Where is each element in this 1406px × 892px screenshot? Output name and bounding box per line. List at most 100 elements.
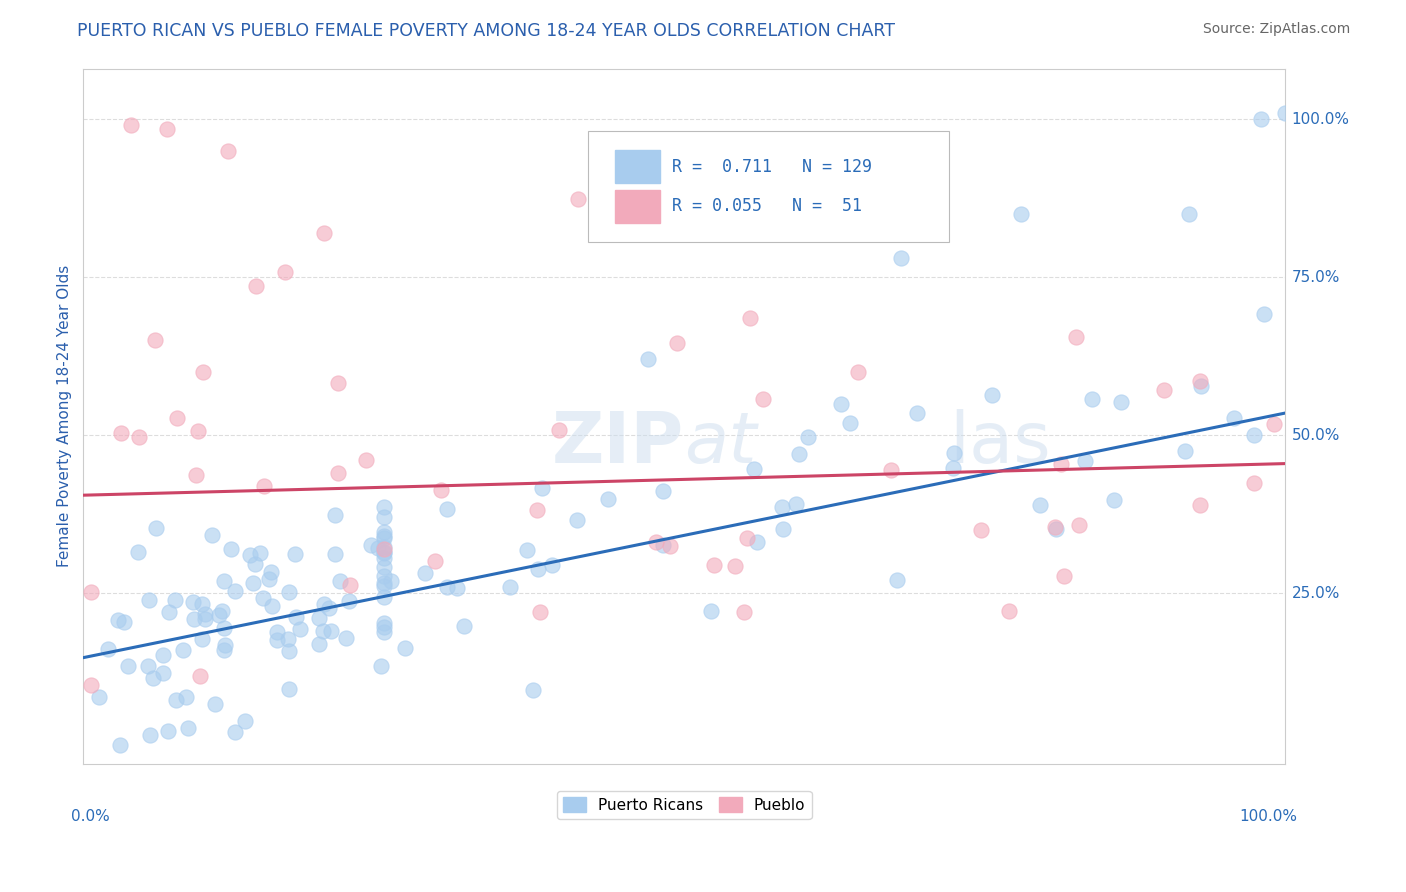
Point bbox=[446, 581, 468, 595]
Point bbox=[97, 642, 120, 657]
Point bbox=[323, 508, 346, 522]
Point bbox=[120, 119, 142, 133]
Point bbox=[80, 585, 103, 599]
Point bbox=[183, 612, 205, 626]
Point bbox=[184, 468, 207, 483]
Point bbox=[905, 406, 928, 420]
Point bbox=[1043, 520, 1066, 534]
Point bbox=[659, 539, 682, 553]
Point bbox=[212, 622, 235, 636]
Point bbox=[787, 447, 810, 461]
Point bbox=[233, 714, 256, 729]
Point bbox=[337, 593, 360, 607]
Point bbox=[1102, 492, 1125, 507]
Point bbox=[645, 534, 668, 549]
Point bbox=[848, 365, 870, 379]
Point bbox=[108, 738, 131, 752]
Point bbox=[224, 725, 246, 739]
Point bbox=[194, 607, 217, 622]
Point bbox=[273, 265, 295, 279]
Point bbox=[886, 573, 908, 587]
Point bbox=[308, 610, 330, 624]
Point bbox=[1111, 394, 1133, 409]
Point bbox=[224, 584, 246, 599]
Point bbox=[527, 562, 550, 576]
Point bbox=[329, 574, 352, 588]
Point bbox=[284, 609, 307, 624]
Point bbox=[839, 416, 862, 430]
Point bbox=[499, 580, 522, 594]
Point bbox=[394, 640, 416, 655]
Text: R = 0.055   N =  51: R = 0.055 N = 51 bbox=[672, 197, 862, 215]
Point bbox=[335, 631, 357, 645]
Point bbox=[1045, 522, 1067, 536]
Point bbox=[214, 638, 236, 652]
Point bbox=[1028, 498, 1050, 512]
Point bbox=[339, 578, 361, 592]
Point bbox=[152, 666, 174, 681]
Point bbox=[373, 545, 395, 559]
Point bbox=[354, 452, 377, 467]
Point bbox=[436, 501, 458, 516]
Point bbox=[277, 632, 299, 646]
Point bbox=[373, 569, 395, 583]
Point bbox=[312, 624, 335, 638]
Point bbox=[1153, 383, 1175, 397]
Text: 0.0%: 0.0% bbox=[72, 809, 110, 824]
Point bbox=[138, 659, 160, 673]
Point bbox=[187, 424, 209, 438]
Point bbox=[208, 607, 231, 622]
Point bbox=[172, 642, 194, 657]
Point bbox=[284, 547, 307, 561]
Text: 50.0%: 50.0% bbox=[1291, 427, 1340, 442]
Point bbox=[651, 483, 673, 498]
Point bbox=[373, 625, 395, 640]
Point bbox=[260, 599, 283, 614]
Point bbox=[413, 566, 436, 581]
Point bbox=[1050, 458, 1073, 472]
Point bbox=[80, 678, 103, 692]
Point bbox=[430, 483, 453, 497]
Text: Source: ZipAtlas.com: Source: ZipAtlas.com bbox=[1202, 22, 1350, 37]
Bar bbox=[614, 150, 661, 183]
Point bbox=[770, 500, 793, 514]
Text: PUERTO RICAN VS PUEBLO FEMALE POVERTY AMONG 18-24 YEAR OLDS CORRELATION CHART: PUERTO RICAN VS PUEBLO FEMALE POVERTY AM… bbox=[77, 22, 896, 40]
Point bbox=[752, 392, 775, 406]
Point bbox=[1191, 378, 1213, 392]
Point bbox=[637, 352, 659, 367]
Point bbox=[360, 538, 382, 552]
Point bbox=[165, 693, 187, 707]
Point bbox=[193, 365, 215, 379]
Point bbox=[1081, 392, 1104, 406]
Point bbox=[699, 604, 721, 618]
Point bbox=[110, 425, 132, 440]
Point bbox=[157, 723, 180, 738]
Point bbox=[830, 396, 852, 410]
Legend: Puerto Ricans, Pueblo: Puerto Ricans, Pueblo bbox=[557, 790, 811, 819]
Point bbox=[211, 604, 233, 618]
Point bbox=[257, 572, 280, 586]
Point bbox=[245, 278, 267, 293]
Point bbox=[328, 467, 350, 481]
Point bbox=[188, 669, 211, 683]
Point bbox=[596, 491, 619, 506]
Point bbox=[252, 591, 274, 605]
Point bbox=[890, 251, 912, 265]
Point bbox=[516, 543, 538, 558]
Point bbox=[128, 430, 150, 444]
Point bbox=[772, 522, 794, 536]
Point bbox=[318, 600, 340, 615]
Point bbox=[370, 658, 392, 673]
Text: 75.0%: 75.0% bbox=[1291, 269, 1340, 285]
Point bbox=[565, 513, 588, 527]
Point bbox=[191, 632, 214, 646]
Point bbox=[724, 558, 747, 573]
Point bbox=[738, 311, 761, 326]
Point bbox=[127, 545, 149, 559]
Point bbox=[742, 462, 765, 476]
Point bbox=[165, 593, 187, 607]
Point bbox=[156, 121, 179, 136]
Point bbox=[373, 525, 395, 540]
Y-axis label: Female Poverty Among 18-24 Year Olds: Female Poverty Among 18-24 Year Olds bbox=[58, 265, 72, 567]
Point bbox=[201, 528, 224, 542]
